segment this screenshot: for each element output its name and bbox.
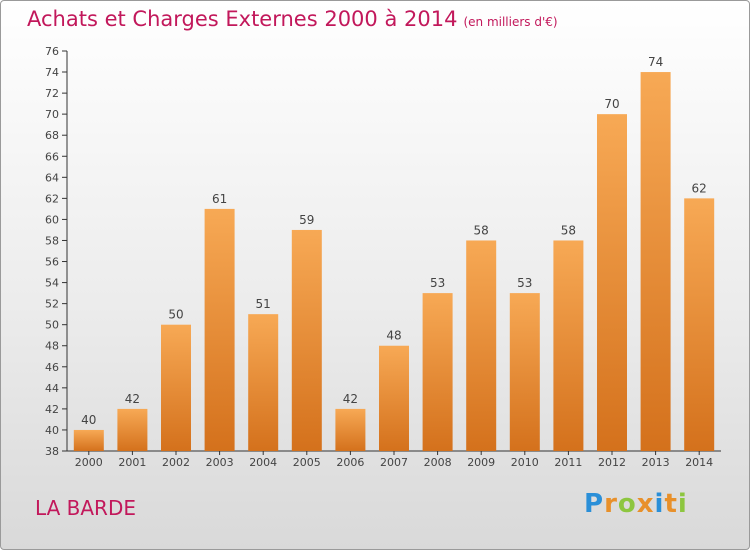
y-tick-label: 52	[45, 298, 59, 311]
bar-2008	[422, 293, 453, 451]
bar-2000	[73, 429, 104, 451]
place-name: LA BARDE	[35, 496, 136, 520]
bar-2001	[117, 408, 148, 451]
y-tick-label: 50	[45, 319, 59, 332]
bar-value-label: 42	[125, 392, 140, 406]
bar-2005	[291, 229, 322, 451]
logo-letter: x	[636, 489, 655, 519]
bar-value-label: 53	[430, 276, 445, 290]
bar-2011	[553, 240, 584, 451]
y-tick-label: 76	[45, 45, 59, 58]
y-tick-label: 38	[45, 445, 59, 458]
x-tick-label: 2003	[206, 456, 234, 469]
y-tick-label: 68	[45, 129, 59, 142]
y-tick-label: 72	[45, 87, 59, 100]
logo-letter: t	[664, 489, 678, 519]
x-tick-label: 2014	[685, 456, 713, 469]
x-tick-label: 2002	[162, 456, 190, 469]
bar-2009	[466, 240, 497, 451]
x-tick-label: 2010	[511, 456, 539, 469]
bar-value-label: 59	[299, 213, 314, 227]
chart-title-text: Achats et Charges Externes 2000 à 2014	[27, 7, 458, 31]
logo-letter: P	[584, 489, 605, 519]
bar-value-label: 74	[648, 55, 663, 69]
bar-value-label: 58	[474, 223, 489, 237]
bar-2010	[509, 293, 540, 451]
bar-value-label: 61	[212, 192, 227, 206]
chart-title: Achats et Charges Externes 2000 à 2014 (e…	[27, 7, 558, 31]
logo-letter: r	[604, 489, 618, 519]
y-tick-label: 74	[45, 66, 59, 79]
y-tick-label: 40	[45, 424, 59, 437]
bar-2002	[161, 324, 191, 451]
bar-2004	[248, 314, 279, 451]
bar-value-label: 42	[343, 392, 358, 406]
bar-value-label: 62	[692, 181, 707, 195]
bar-2014	[684, 198, 715, 451]
x-tick-label: 2001	[118, 456, 146, 469]
y-tick-label: 56	[45, 256, 59, 269]
y-tick-label: 58	[45, 234, 59, 247]
bar-value-label: 51	[256, 297, 271, 311]
proxiti-logo[interactable]: Proxiti	[584, 489, 688, 519]
x-tick-label: 2013	[642, 456, 670, 469]
logo-letter: i	[654, 489, 665, 519]
bar-2012	[597, 114, 627, 451]
y-tick-label: 64	[45, 171, 59, 184]
x-tick-label: 2005	[293, 456, 321, 469]
bar-2006	[335, 408, 366, 451]
y-tick-label: 44	[45, 382, 59, 395]
x-tick-label: 2012	[598, 456, 626, 469]
bar-2003	[204, 208, 235, 451]
x-tick-label: 2007	[380, 456, 408, 469]
y-tick-label: 42	[45, 403, 59, 416]
x-tick-label: 2009	[467, 456, 495, 469]
bar-value-label: 40	[81, 413, 96, 427]
y-tick-label: 62	[45, 192, 59, 205]
x-tick-label: 2011	[554, 456, 582, 469]
bar-value-label: 48	[386, 329, 401, 343]
x-tick-label: 2000	[75, 456, 103, 469]
y-tick-label: 48	[45, 340, 59, 353]
logo-letter: o	[617, 489, 637, 519]
y-tick-label: 60	[45, 213, 59, 226]
plot-area: 38 40 42 44 46 48 50 52 54 56 58 60 62 64 66 68 70 72 74 76…	[45, 45, 721, 469]
logo-letter: i	[677, 489, 688, 519]
y-tick-label: 46	[45, 361, 59, 374]
x-tick-label: 2008	[424, 456, 452, 469]
y-tick-label: 66	[45, 150, 59, 163]
bar-value-label: 53	[517, 276, 532, 290]
y-tick-label: 70	[45, 108, 59, 121]
chart-subtitle: (en milliers d'€)	[463, 15, 558, 29]
bar-value-label: 70	[604, 97, 619, 111]
bar-2013	[640, 72, 671, 451]
x-tick-label: 2004	[249, 456, 277, 469]
bar-value-label: 50	[168, 308, 183, 322]
bar-2007	[379, 345, 409, 451]
x-tick-label: 2006	[336, 456, 364, 469]
bar-value-label: 58	[561, 223, 576, 237]
y-tick-label: 54	[45, 277, 59, 290]
